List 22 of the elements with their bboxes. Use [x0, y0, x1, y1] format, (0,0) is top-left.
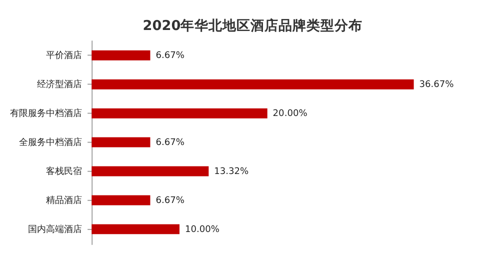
bar — [92, 166, 209, 176]
data-label: 13.32% — [214, 166, 250, 177]
y-tick-label: 客栈民宿 — [46, 166, 82, 177]
data-label: 6.67% — [156, 138, 185, 148]
y-tick-label: 精品酒店 — [46, 194, 82, 206]
bar — [92, 79, 414, 90]
bar — [92, 108, 268, 118]
data-label: 20.00% — [272, 109, 308, 120]
y-tick-label: 经济型酒店 — [37, 79, 82, 90]
data-label: 6.67% — [156, 196, 185, 206]
bar — [92, 224, 180, 234]
y-tick-label: 国内高端酒店 — [28, 224, 82, 235]
data-label: 10.00% — [184, 224, 220, 235]
y-tick-label: 平价酒店 — [46, 50, 82, 62]
chart-title: 2020年华北地区酒店品牌类型分布 — [142, 17, 363, 34]
y-tick-label: 全服务中档酒店 — [19, 137, 82, 148]
bar — [92, 195, 150, 206]
bar — [92, 137, 150, 148]
data-label: 36.67% — [419, 80, 454, 90]
bar — [92, 50, 150, 60]
y-tick-label: 有限服务中档酒店 — [10, 108, 82, 120]
data-label: 6.67% — [156, 51, 185, 62]
